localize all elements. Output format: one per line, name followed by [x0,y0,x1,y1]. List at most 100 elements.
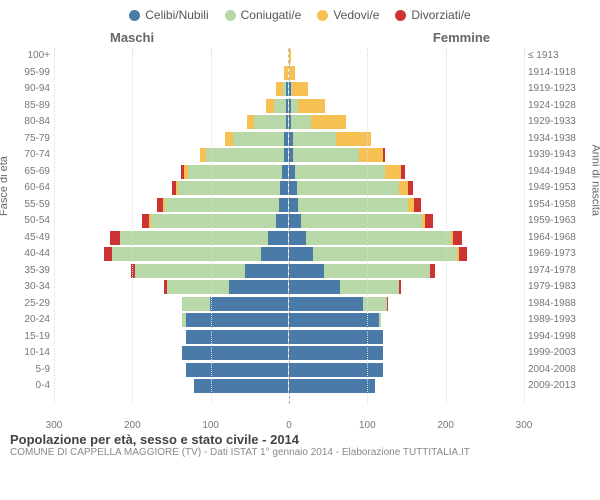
bar-segment [280,181,288,195]
age-tick: 10-14 [10,345,50,362]
bar-row [53,49,289,63]
plot-area [54,48,524,404]
bar-segment [289,66,295,80]
bar-segment [414,198,420,212]
bar-segment [289,363,383,377]
bar-row [289,297,524,311]
bar-segment [401,165,405,179]
bar-segment [274,99,286,113]
birth-tick: ≤ 1913 [528,48,590,65]
bar-row [53,379,289,393]
bar-segment [178,181,280,195]
bar-segment [284,66,288,80]
bar-segment [112,247,261,261]
bar-segment [289,231,306,245]
bar-row [289,82,524,96]
bar-segment [359,148,383,162]
age-tick: 100+ [10,48,50,65]
bar-segment [430,264,435,278]
bar-segment [289,330,383,344]
legend-dot [129,10,140,21]
bar-segment [289,346,383,360]
birth-tick: 1969-1973 [528,246,590,263]
birth-tick: 2004-2008 [528,362,590,379]
bar-segment [385,165,401,179]
bar-row [289,165,524,179]
bar-segment [186,363,288,377]
bar-row [53,66,289,80]
x-tick: 300 [46,420,63,431]
age-tick: 90-94 [10,81,50,98]
legend-item: Celibi/Nubili [129,8,208,22]
bar-row [53,280,289,294]
bar-segment [282,165,288,179]
bar-segment [286,82,288,96]
birth-tick: 1929-1933 [528,114,590,131]
caption-subtitle: COMUNE DI CAPPELLA MAGGIORE (TV) - Dati … [10,447,590,458]
bar-segment [284,132,288,146]
bar-segment [340,280,399,294]
bar-segment [387,297,389,311]
bar-segment [425,214,433,228]
bar-segment [247,115,255,129]
legend-dot [395,10,406,21]
bar-segment [459,247,467,261]
bar-segment [291,115,311,129]
birth-tick: 1914-1918 [528,65,590,82]
age-tick: 85-89 [10,98,50,115]
bar-segment [399,181,408,195]
bar-segment [182,297,209,311]
legend-item: Vedovi/e [317,8,379,22]
bar-segment [188,165,282,179]
bar-row [289,264,524,278]
bar-row [289,280,524,294]
bar-row [53,99,289,113]
bar-segment [266,99,274,113]
bar-row [289,49,524,63]
age-tick: 20-24 [10,312,50,329]
legend-label: Celibi/Nubili [145,8,208,22]
bar-row [289,231,524,245]
birth-tick: 1919-1923 [528,81,590,98]
bar-row [289,115,524,129]
age-tick: 60-64 [10,180,50,197]
birth-tick: 1974-1978 [528,263,590,280]
bar-segment [210,297,288,311]
bar-segment [289,379,375,393]
bar-segment [225,132,233,146]
bar-row [289,313,524,327]
birth-tick: 1964-1968 [528,230,590,247]
birth-tick: 1944-1948 [528,164,590,181]
birth-tick: 2009-2013 [528,378,590,395]
bar-row [53,82,289,96]
bar-row [53,181,289,195]
bar-row [289,363,524,377]
bar-segment [289,214,301,228]
x-tick: 100 [202,420,219,431]
bar-row [53,330,289,344]
x-tick: 0 [286,420,292,431]
age-tick: 95-99 [10,65,50,82]
gridline [54,48,55,404]
bar-segment [289,313,379,327]
age-tick: 5-9 [10,362,50,379]
birth-tick: 1954-1958 [528,197,590,214]
bar-segment [167,280,230,294]
bar-segment [289,198,298,212]
bar-row [289,132,524,146]
bar-segment [182,346,288,360]
bar-segment [229,280,288,294]
bar-segment [311,115,346,129]
bar-segment [408,181,413,195]
bar-segment [383,148,385,162]
gridline [132,48,133,404]
bar-segment [293,148,360,162]
bar-segment [298,99,325,113]
bar-row [53,363,289,377]
bar-segment [254,115,285,129]
birth-tick: 1994-1998 [528,329,590,346]
bar-segment [104,247,112,261]
birth-tick: 1924-1928 [528,98,590,115]
bar-segment [268,231,288,245]
bar-segment [284,148,288,162]
